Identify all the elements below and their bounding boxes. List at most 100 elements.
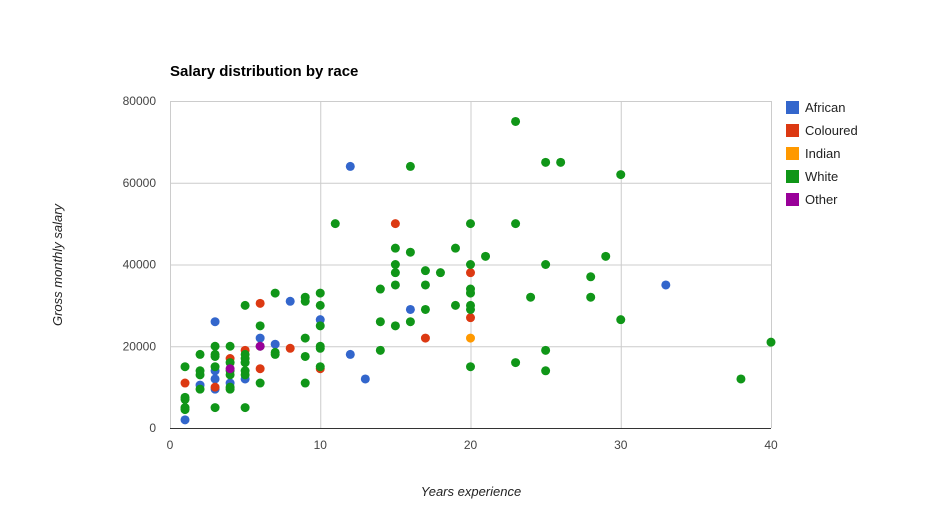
point-white	[616, 170, 626, 180]
point-white	[466, 288, 475, 298]
point-white	[420, 266, 430, 276]
point-african	[180, 415, 190, 425]
point-white	[405, 247, 415, 257]
point-white	[766, 337, 776, 347]
point-white	[270, 349, 280, 359]
legend-label-coloured: Coloured	[805, 123, 858, 138]
chart-title: Salary distribution by race	[170, 63, 358, 80]
point-white	[180, 405, 190, 415]
legend-label-african: African	[805, 100, 845, 115]
point-other	[255, 341, 265, 351]
point-white	[210, 403, 220, 413]
point-white	[300, 378, 310, 388]
point-white	[195, 370, 205, 380]
point-white	[390, 268, 400, 278]
legend-swatch-coloured	[786, 124, 799, 137]
data-points	[180, 116, 776, 425]
legend-label-other: Other	[805, 192, 838, 207]
point-african	[255, 333, 265, 343]
point-white	[511, 116, 521, 126]
x-tick-label: 20	[464, 438, 478, 452]
point-white	[225, 384, 235, 394]
x-tick-label: 0	[167, 438, 174, 452]
point-white	[466, 219, 475, 229]
legend-label-white: White	[805, 169, 838, 184]
point-coloured	[466, 313, 475, 323]
y-tick-label: 60000	[123, 176, 157, 190]
point-white	[255, 321, 265, 331]
legend-label-indian: Indian	[805, 146, 840, 161]
legend-swatch-white	[786, 170, 799, 183]
point-white	[586, 292, 596, 302]
point-white	[225, 341, 235, 351]
point-white	[315, 300, 325, 310]
point-coloured	[180, 378, 190, 388]
y-axis-title: Gross monthly salary	[50, 202, 65, 326]
point-white	[511, 219, 521, 229]
tick-labels: 0 20000 40000 60000 80000 0 10 20 30 40	[123, 94, 778, 452]
point-african	[270, 339, 280, 349]
point-white	[255, 378, 265, 388]
point-white	[541, 157, 551, 167]
x-tick-label: 30	[614, 438, 628, 452]
point-white	[405, 317, 415, 327]
point-white	[466, 304, 475, 314]
point-white	[405, 161, 415, 171]
point-white	[390, 243, 400, 253]
point-african	[405, 304, 415, 314]
point-african	[661, 280, 671, 290]
point-other	[225, 364, 235, 374]
point-white	[420, 304, 430, 314]
point-white	[390, 321, 400, 331]
point-white	[270, 288, 280, 298]
point-african	[285, 296, 295, 306]
point-white	[601, 251, 611, 261]
point-white	[210, 362, 220, 372]
x-tick-label: 40	[764, 438, 778, 452]
point-african	[210, 374, 220, 384]
point-white	[315, 343, 325, 353]
point-white	[315, 362, 325, 372]
point-white	[315, 288, 325, 298]
point-white	[210, 341, 220, 351]
point-white	[450, 300, 460, 310]
point-white	[541, 366, 551, 376]
point-coloured	[255, 298, 265, 308]
point-african	[345, 161, 355, 171]
point-white	[556, 157, 566, 167]
point-african	[345, 349, 355, 359]
y-tick-label: 0	[149, 421, 156, 435]
point-white	[180, 362, 190, 372]
point-indian	[466, 333, 475, 343]
point-coloured	[420, 333, 430, 343]
point-coloured	[466, 268, 475, 278]
point-white	[375, 345, 385, 355]
point-white	[210, 349, 220, 359]
point-white	[481, 251, 491, 261]
point-coloured	[210, 382, 220, 392]
legend-swatch-indian	[786, 147, 799, 160]
point-coloured	[285, 343, 295, 353]
point-white	[541, 260, 551, 269]
point-white	[616, 315, 626, 325]
point-white	[586, 272, 596, 282]
point-white	[526, 292, 536, 302]
point-african	[360, 374, 370, 384]
point-coloured	[255, 364, 265, 374]
point-african	[210, 317, 220, 327]
legend-swatch-african	[786, 101, 799, 114]
legend-swatch-other	[786, 193, 799, 206]
point-white	[511, 358, 521, 368]
point-white	[466, 362, 475, 372]
legend: African Coloured Indian White Other	[786, 100, 858, 207]
point-white	[420, 280, 430, 290]
point-white	[240, 370, 250, 380]
point-white	[390, 280, 400, 290]
point-white	[330, 219, 340, 229]
y-tick-label: 40000	[123, 258, 157, 272]
point-white	[450, 243, 460, 253]
x-tick-label: 10	[314, 438, 328, 452]
point-white	[435, 268, 445, 278]
y-tick-label: 20000	[123, 339, 157, 353]
